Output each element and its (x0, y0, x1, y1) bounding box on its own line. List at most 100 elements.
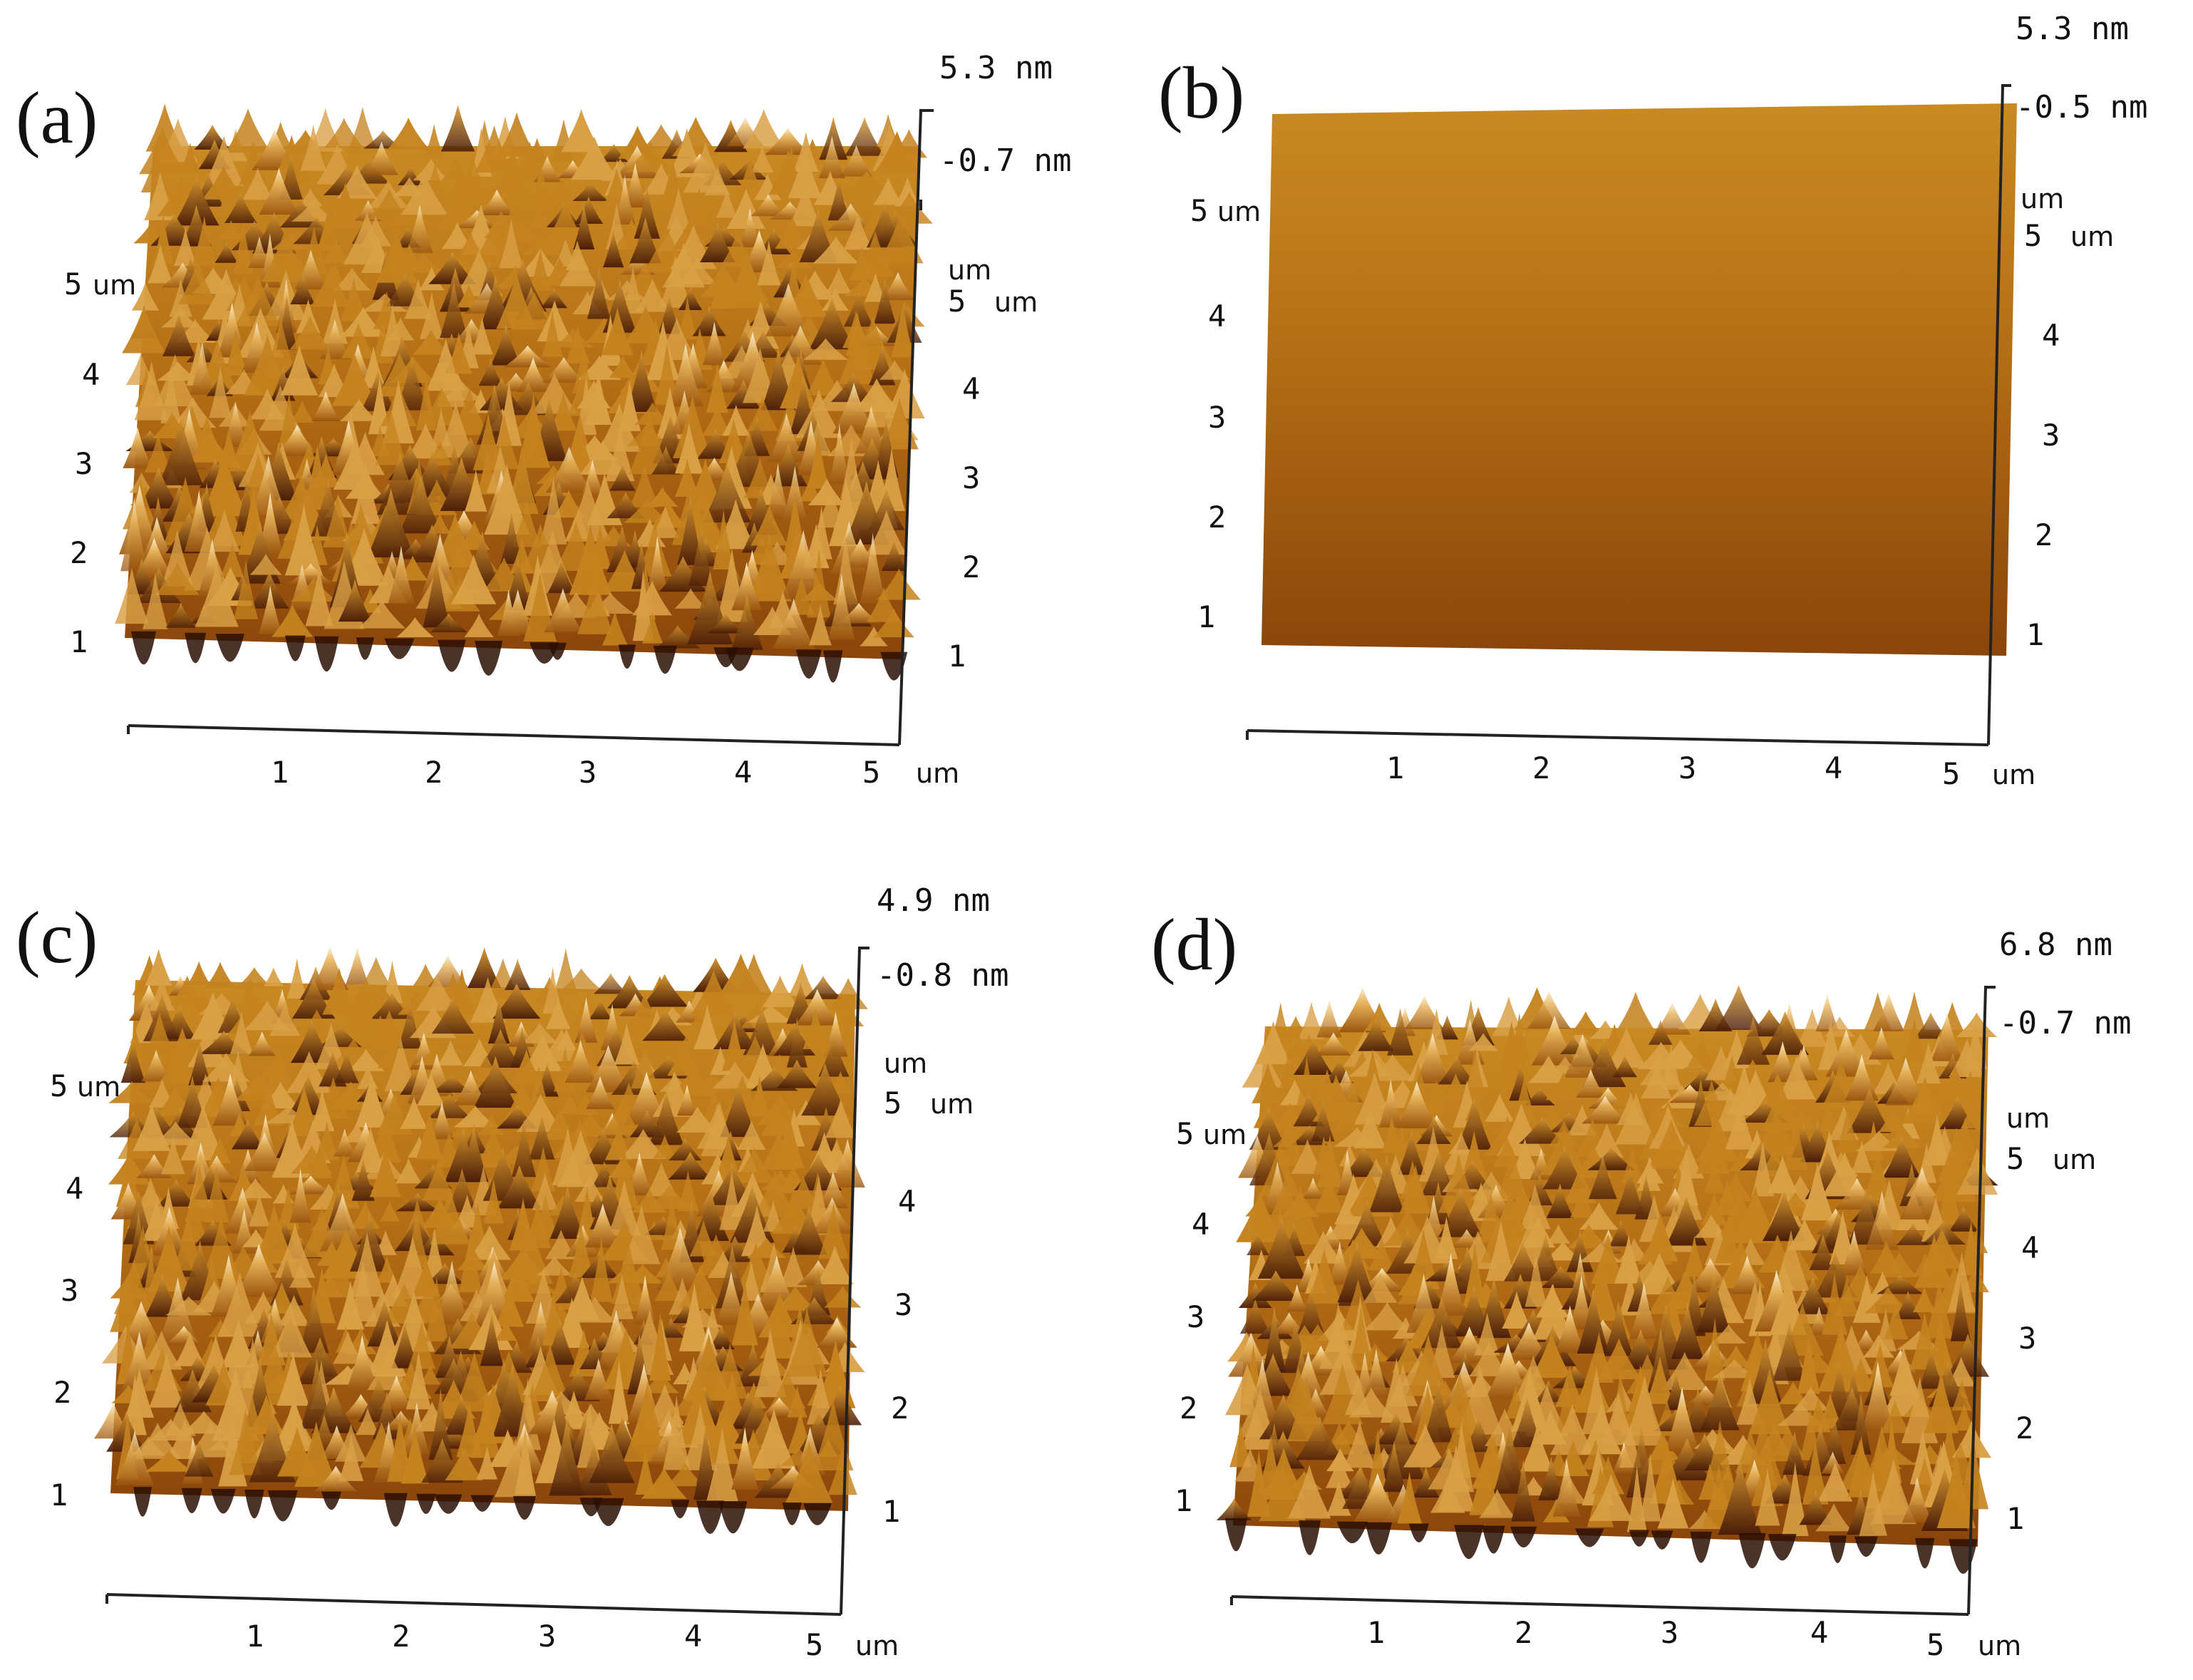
y-left-tick-label: 3 (75, 446, 93, 481)
x-tick-label: 1 (271, 755, 289, 790)
y-right-unit-top: um (2006, 1103, 2050, 1134)
y-right-ticks: 1 2 3 4 5 um (2006, 1141, 2096, 1536)
y-left-tick-label: 5 (50, 1068, 68, 1103)
panel-c: (c) 4.9 nm -0.8 nm um 1 2 3 4 5 um 1 2 3… (16, 882, 1008, 1662)
y-right-tick-label: 2 (891, 1391, 909, 1426)
y-right-ticks: 1 2 3 4 5 um (882, 1086, 974, 1529)
y-right-unit-top: um (884, 1048, 927, 1079)
y-right-tick-label: 3 (894, 1287, 912, 1322)
y-left-top-unit: um (77, 1071, 120, 1103)
x-ticks: 1 2 3 4 5 um (271, 755, 959, 790)
y-right-tick-label: 5 (2024, 218, 2042, 253)
y-left-tick-label: 4 (82, 357, 100, 392)
y-right-tick-label: 3 (2018, 1321, 2036, 1356)
y-right-tick-label: 4 (2021, 1230, 2039, 1265)
afm-surface (1261, 103, 2017, 656)
x-tick-label: 2 (1532, 751, 1550, 785)
z-max-label: 5.3 nm (939, 50, 1053, 86)
y-right-tick-label: 1 (2006, 1501, 2024, 1536)
x-tick-label: 1 (246, 1619, 264, 1654)
panel-label: (b) (1158, 52, 1244, 134)
y-right-unit-top: um (948, 254, 991, 286)
z-min-label: -0.7 nm (1999, 1005, 2131, 1041)
y-left-tick-label: 1 (1175, 1483, 1192, 1518)
z-min-label: -0.8 nm (877, 957, 1008, 994)
y-right-tick-label: 1 (2026, 617, 2044, 652)
y-right-unit-top: um (2021, 183, 2064, 215)
y-left-tick-label: 5 (64, 267, 82, 302)
x-tick-label: 1 (1386, 751, 1404, 785)
y-right-unit: um (994, 287, 1038, 318)
y-right-tick-label: 2 (2016, 1411, 2033, 1445)
y-right-tick-label: 5 (884, 1086, 902, 1120)
y-right-tick-label: 5 (948, 284, 966, 319)
x-tick-label: 4 (684, 1619, 702, 1654)
axes (105, 947, 870, 1616)
x-unit: um (1992, 759, 2035, 790)
y-left-tick-label: 2 (1208, 500, 1226, 535)
y-right-unit: um (2070, 221, 2114, 252)
y-left-ticks: 1 2 3 4 5 um (1190, 193, 1261, 634)
x-tick-label: 1 (1367, 1615, 1385, 1650)
y-left-tick-label: 2 (70, 535, 88, 570)
y-left-tick-label: 5 (1190, 193, 1208, 228)
y-left-tick-label: 3 (61, 1273, 78, 1308)
x-tick-label: 3 (579, 755, 597, 790)
panel-label: (c) (16, 897, 98, 979)
y-left-tick-label: 3 (1208, 400, 1226, 435)
y-left-tick-label: 1 (70, 624, 88, 659)
z-max-label: 4.9 nm (877, 882, 990, 919)
x-tick-label: 4 (1810, 1615, 1828, 1650)
y-right-tick-label: 4 (898, 1184, 916, 1219)
z-min-label: -0.7 nm (939, 143, 1071, 179)
y-left-top-unit: um (1217, 196, 1261, 227)
axes (127, 109, 934, 746)
afm-surface (93, 945, 868, 1534)
panel-label: (d) (1151, 904, 1237, 986)
axes (1246, 84, 2011, 746)
y-right-ticks: 1 2 3 4 5 um (948, 284, 1038, 674)
panel-a: (a) 5.3 nm -0.7 nm um 1 2 3 4 5 um 1 2 3… (16, 50, 1071, 790)
y-left-tick-label: 3 (1187, 1299, 1204, 1334)
y-right-tick-label: 4 (962, 371, 980, 406)
z-max-label: 6.8 nm (1999, 927, 2112, 963)
y-left-tick-label: 2 (1180, 1391, 1197, 1426)
x-tick-label: 5 (805, 1627, 823, 1662)
x-tick-label: 4 (1825, 751, 1842, 785)
axes (1230, 986, 1996, 1616)
x-tick-label: 3 (1661, 1615, 1678, 1650)
y-left-top-unit: um (1203, 1119, 1247, 1150)
x-ticks: 1 2 3 4 5 um (1367, 1615, 2021, 1662)
y-right-tick-label: 3 (962, 460, 980, 495)
y-right-ticks: 1 2 3 4 5 um (2024, 218, 2114, 652)
y-left-ticks: 1 2 3 4 5 um (50, 1068, 120, 1512)
y-left-tick-label: 4 (1208, 299, 1226, 334)
x-tick-label: 3 (538, 1619, 556, 1654)
y-right-tick-label: 5 (2006, 1141, 2024, 1176)
z-min-label: -0.5 nm (2016, 89, 2147, 125)
x-unit: um (855, 1630, 899, 1661)
y-left-tick-label: 2 (53, 1375, 71, 1410)
x-tick-label: 2 (1515, 1615, 1532, 1650)
y-left-top-unit: um (93, 269, 136, 301)
afm-surface (115, 103, 933, 683)
y-left-tick-label: 1 (50, 1478, 68, 1512)
x-unit: um (1978, 1630, 2021, 1661)
x-tick-label: 5 (1926, 1627, 1944, 1662)
panel-label: (a) (16, 77, 98, 159)
x-tick-label: 3 (1678, 751, 1696, 785)
x-ticks: 1 2 3 4 5 um (1386, 751, 2035, 791)
x-tick-label: 5 (1942, 756, 1960, 791)
x-tick-label: 2 (392, 1619, 410, 1654)
y-left-ticks: 1 2 3 4 5 um (64, 267, 136, 659)
y-right-tick-label: 2 (962, 550, 980, 584)
y-left-tick-label: 4 (1192, 1207, 1209, 1242)
y-right-tick-label: 1 (948, 639, 966, 674)
y-left-ticks: 1 2 3 4 5 um (1175, 1116, 1247, 1518)
panel-b: (b) 5.3 nm -0.5 nm um 1 2 3 4 5 um 1 2 3… (1158, 11, 2147, 791)
y-right-tick-label: 2 (2035, 517, 2053, 552)
x-tick-label: 4 (734, 755, 752, 790)
afm-surface (1216, 984, 1998, 1575)
y-right-tick-label: 4 (2042, 318, 2060, 353)
